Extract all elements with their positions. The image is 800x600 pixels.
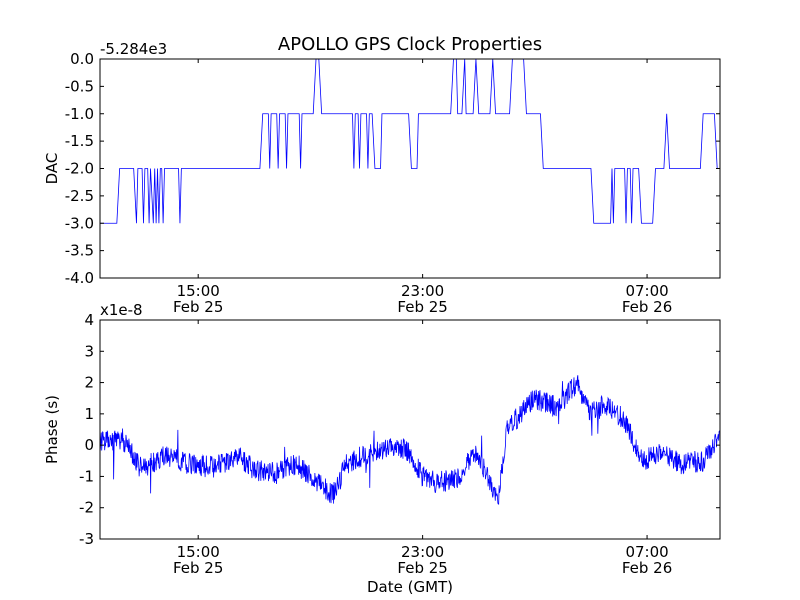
x-tick-label-date: Feb 25	[397, 298, 447, 316]
y-axis-label: DAC	[43, 153, 61, 185]
y-tick-label: -0.5	[65, 77, 94, 95]
y-tick-label: -2.0	[65, 160, 94, 178]
y-tick-label: 0.0	[70, 50, 94, 68]
plot-frame	[99, 319, 721, 540]
y-tick-label: -3	[79, 530, 94, 548]
y-tick-label: 0	[84, 436, 94, 454]
x-tick-label-date: Feb 25	[173, 559, 223, 577]
y-tick-label: -3.0	[65, 214, 94, 232]
x-tick-label-time: 07:00	[625, 282, 668, 300]
dac-plot: 0.0 -0.5 -1.0 -1.5 -2.0 -2.5 -3.0 -3.5 -4.0 15:00…	[43, 40, 721, 316]
y-tick-label: -1	[79, 467, 94, 485]
y-tick-label: -4.0	[65, 269, 94, 287]
x-tick-label-date: Feb 25	[397, 559, 447, 577]
x-tick-label-time: 23:00	[401, 282, 444, 300]
y-tick-label: -1.0	[65, 105, 94, 123]
y-tick-label: 2	[84, 374, 94, 392]
y-tick-label: -3.5	[65, 242, 94, 260]
x-tick-label-time: 07:00	[625, 543, 668, 561]
series-line-dac	[100, 59, 720, 224]
y-tick-label: 4	[84, 311, 94, 329]
series-line-phase	[100, 375, 720, 505]
y-axis-label: Phase (s)	[43, 395, 61, 464]
y-tick-label: -2.5	[65, 187, 94, 205]
y-offset-label: x1e-8	[100, 301, 143, 319]
x-tick-label-date: Feb 25	[173, 298, 223, 316]
y-tick-label: 3	[84, 342, 94, 360]
axes-container: 0.0 -0.5 -1.0 -1.5 -2.0 -2.5 -3.0 -3.5 -4.0 15:00…	[43, 40, 721, 577]
y-offset-label: -5.284e3	[100, 40, 167, 58]
y-tick-label: -2	[79, 499, 94, 517]
x-tick-label-time: 23:00	[401, 543, 444, 561]
x-axis-label: Date (GMT)	[367, 578, 453, 596]
x-tick-label-time: 15:00	[177, 282, 220, 300]
x-tick-label-date: Feb 26	[622, 559, 672, 577]
y-tick-label: -1.5	[65, 132, 94, 150]
chart-title: APOLLO GPS Clock Properties	[278, 34, 542, 55]
x-tick-label-time: 15:00	[177, 543, 220, 561]
y-tick-label: 1	[84, 405, 94, 423]
x-tick-label-date: Feb 26	[622, 298, 672, 316]
